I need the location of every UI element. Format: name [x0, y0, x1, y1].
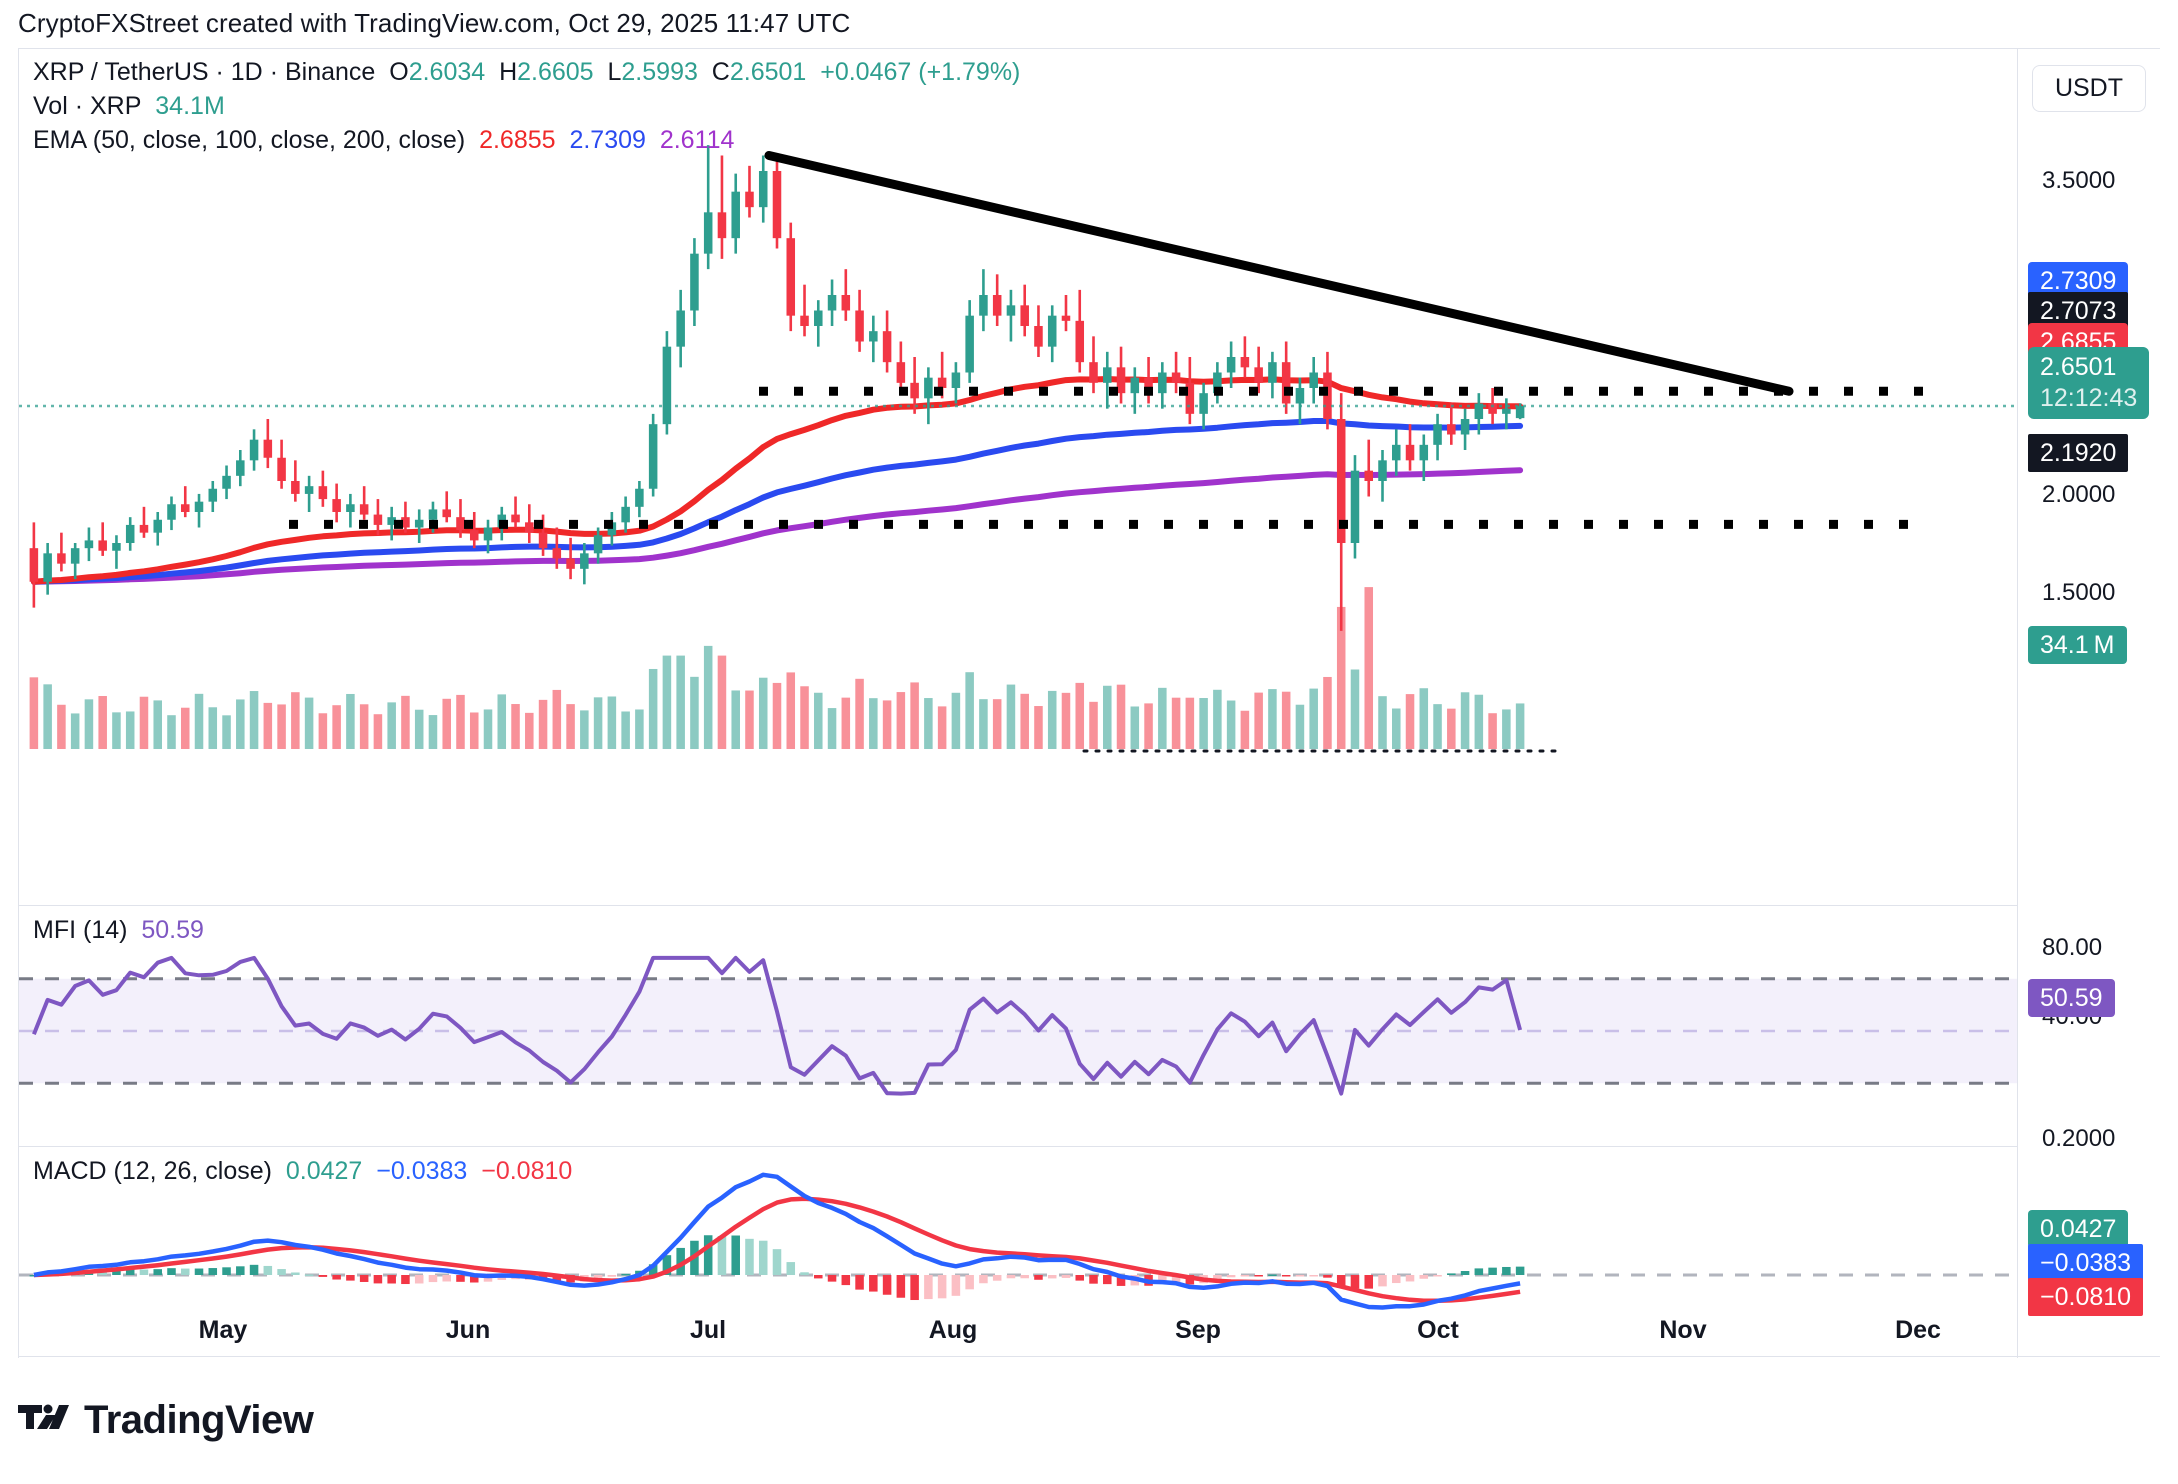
macd-line-badge: −0.0383 [2028, 1244, 2144, 1282]
currency-pill[interactable]: USDT [2031, 65, 2146, 112]
tradingview-logo-icon [18, 1404, 69, 1429]
volume-bars [29, 587, 1525, 749]
time-tick-dec: Dec [1895, 1316, 1941, 1344]
macd-tick-0-2000: 0.2000 [2042, 1125, 2116, 1152]
time-tick-jul: Jul [689, 1316, 727, 1344]
mfi-chart-canvas[interactable] [19, 906, 2019, 1146]
time-tick-aug: Aug [928, 1316, 978, 1344]
price-scale[interactable]: USDT 3.5000 2.0000 1.5000 2.7309 2.7073 … [2017, 49, 2160, 1358]
mfi-pane[interactable] [19, 906, 2160, 1146]
last-price-countdown: 12:12:43 [2040, 384, 2138, 412]
mfi-value-badge: 50.59 [2028, 979, 2115, 1017]
mfi-tick-80: 80.00 [2042, 934, 2103, 961]
time-axis-line [18, 1356, 2160, 1357]
brand-name: TradingView [84, 1398, 314, 1442]
time-tick-oct: Oct [1417, 1316, 1459, 1344]
footer: TradingView [18, 1398, 314, 1443]
price-tick-3-5000: 3.5000 [2042, 167, 2116, 194]
pane-divider-1 [19, 905, 2160, 906]
price-pane[interactable] [19, 49, 2160, 905]
macd-hist-badge: 0.0427 [2028, 1210, 2129, 1248]
attribution-text: CryptoFXStreet created with TradingView.… [18, 8, 851, 38]
price-chart-canvas[interactable] [19, 49, 2019, 905]
macd-chart-canvas[interactable] [19, 1147, 2019, 1359]
support-price-badge: 2.1920 [2028, 434, 2129, 472]
time-tick-jun: Jun [445, 1316, 491, 1344]
pane-divider-2 [19, 1146, 2160, 1147]
last-price-badge: 2.6501 12:12:43 [2028, 347, 2150, 419]
time-tick-nov: Nov [1659, 1316, 1707, 1344]
price-tick-2-0000: 2.0000 [2042, 481, 2116, 508]
candlesticks [29, 145, 1525, 631]
time-tick-sep: Sep [1175, 1316, 1221, 1344]
time-tick-may: May [198, 1316, 248, 1344]
time-scale[interactable]: May Jun Jul Aug Sep Oct Nov Dec [18, 1310, 2160, 1358]
macd-signal-badge: −0.0810 [2028, 1278, 2144, 1316]
chart-frame: XRP / TetherUS · 1D · Binance O2.6034 H2… [18, 48, 2160, 1359]
macd-pane[interactable] [19, 1147, 2160, 1359]
last-price-value: 2.6501 [2040, 353, 2117, 381]
price-tick-1-5000: 1.5000 [2042, 579, 2116, 606]
volume-price-badge: 34.1 M [2028, 626, 2127, 664]
